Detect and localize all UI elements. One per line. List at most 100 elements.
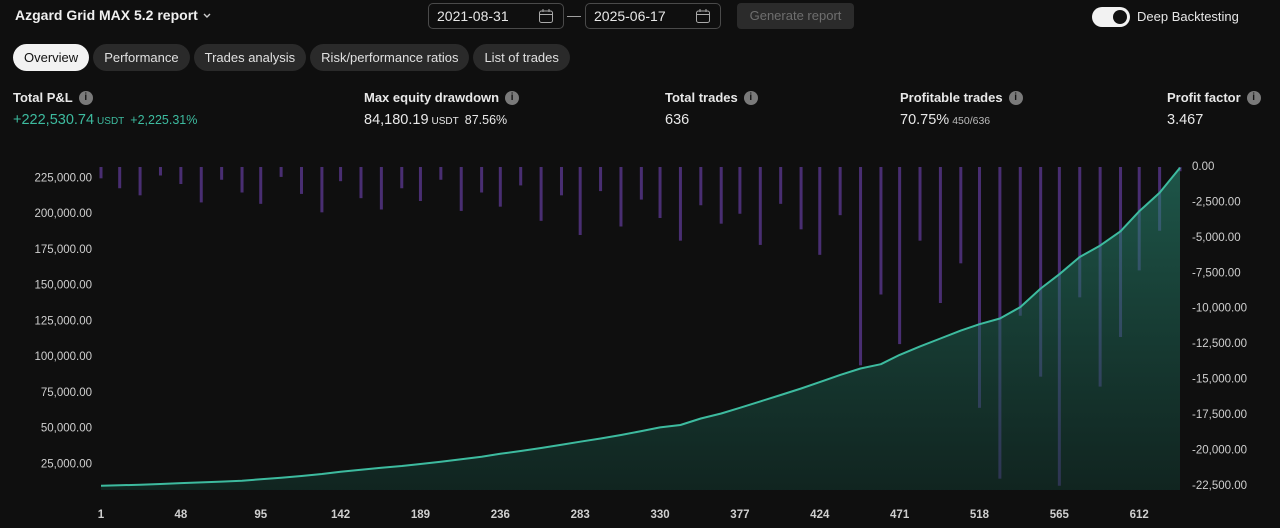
y2-tick-label: -7,500.00 [1192, 267, 1241, 279]
drawdown-bar [838, 167, 842, 216]
drawdown-bar [818, 167, 822, 255]
metric-label-text: Profit factor [1167, 90, 1241, 105]
y-tick-label: 50,000.00 [41, 423, 92, 435]
drawdown-bar [578, 167, 582, 235]
drawdown-bar [918, 167, 922, 241]
drawdown-bar [619, 167, 623, 227]
metric-value: 636 [665, 112, 690, 128]
toggle[interactable] [1092, 7, 1130, 27]
tab[interactable]: Overview [13, 44, 90, 71]
y2-tick-label: -15,000.00 [1192, 374, 1247, 386]
tab[interactable]: Trades analysis [193, 44, 307, 71]
x-tick-label: 471 [890, 509, 910, 521]
drawdown-bar [320, 167, 324, 213]
x-tick-label: 612 [1130, 509, 1149, 521]
metric-unit: USDT [431, 116, 459, 127]
y-tick-label: 150,000.00 [34, 280, 92, 292]
drawdown-bar [480, 167, 484, 193]
y-tick-label: 225,000.00 [34, 172, 92, 184]
drawdown-bar [938, 167, 942, 303]
y2-tick-label: -5,000.00 [1192, 232, 1241, 244]
metric-value: +222,530.74 [13, 112, 95, 128]
tab[interactable]: Risk/performance ratios [310, 44, 470, 71]
start-date-text: 2021-08-31 [437, 8, 509, 24]
equity-line [100, 167, 1181, 487]
drawdown-bar [1018, 167, 1022, 316]
metric-value-row: 84,180.19 USDT 87.56% [364, 112, 519, 128]
metric-label-text: Total P&L [13, 90, 73, 105]
metric: Max equity drawdown i 84,180.19 USDT 87.56% [364, 90, 520, 128]
calendar-icon [696, 9, 710, 23]
y2-tick-label: -2,500.00 [1192, 196, 1241, 208]
drawdown-bar [799, 167, 803, 230]
drawdown-bar [1078, 167, 1082, 298]
drawdown-bar [220, 167, 224, 180]
metric-label: Profit factor i [1167, 90, 1261, 105]
drawdown-bar [459, 167, 463, 211]
drawdown-bar [179, 167, 183, 184]
drawdown-bar [977, 167, 981, 408]
drawdown-bar [158, 167, 162, 176]
drawdown-bar [859, 167, 863, 366]
drawdown-bar [699, 167, 703, 206]
drawdown-bar [439, 167, 443, 180]
chevron [203, 13, 211, 18]
y-tick-label: 100,000.00 [34, 351, 92, 363]
metric-label: Max equity drawdown i [364, 90, 520, 105]
drawdown-bar [138, 167, 142, 196]
metric-extra: 87.56% [464, 113, 508, 127]
drawdown-bar [959, 167, 963, 264]
info-icon[interactable]: i [505, 90, 520, 105]
report-title[interactable]: Azgard Grid MAX 5.2 report [15, 7, 212, 23]
drawdown-bar [898, 167, 902, 345]
end-date-text: 2025-06-17 [594, 8, 666, 24]
generate-button[interactable]: Generate report [737, 3, 854, 29]
info-icon[interactable]: i [1246, 90, 1261, 105]
metric-value: 3.467 [1167, 112, 1204, 128]
start-date[interactable]: 2021-08-31 [428, 3, 564, 29]
x-tick-label: 48 [174, 509, 187, 521]
toggle-knob [1113, 10, 1127, 24]
drawdown-bar [658, 167, 662, 218]
x-tick-label: 1 [98, 509, 105, 521]
y-tick-label: 75,000.00 [41, 387, 92, 399]
metric-value-row: 3.467 [1167, 112, 1261, 128]
end-date[interactable]: 2025-06-17 [585, 3, 721, 29]
drawdown-bar [498, 167, 502, 207]
drawdown-bar [400, 167, 404, 189]
drawdown-bar [678, 167, 682, 241]
y2-tick-label: -17,500.00 [1192, 409, 1247, 421]
metric-value: 84,180.19 [364, 112, 429, 128]
x-tick-label: 95 [254, 509, 267, 521]
drawdown-bar [758, 167, 762, 245]
y2-tick-label: 0.00 [1192, 161, 1214, 173]
drawdown-bar [418, 167, 422, 201]
metric-extra: 450/636 [952, 115, 991, 127]
calendar-icon [539, 9, 553, 23]
tab[interactable]: Performance [93, 44, 190, 71]
x-tick-label: 518 [970, 509, 990, 521]
y-tick-label: 200,000.00 [34, 208, 92, 220]
metric: Total P&L i +222,530.74 USDT +2,225.31% [13, 90, 197, 128]
info-icon[interactable]: i [78, 90, 93, 105]
metric-extra: +2,225.31% [130, 113, 198, 127]
title-text: Azgard Grid MAX 5.2 report [15, 7, 198, 23]
info-icon[interactable]: i [743, 90, 758, 105]
x-tick-label: 189 [411, 509, 430, 521]
toggle-label: Deep Backtesting [1137, 9, 1239, 24]
drawdown-bar [259, 167, 263, 204]
metric-label-text: Profitable trades [900, 90, 1003, 105]
y-tick-label: 25,000.00 [41, 458, 92, 470]
metric-label: Total trades i [665, 90, 758, 105]
tab[interactable]: List of trades [473, 44, 570, 71]
info-icon[interactable]: i [1008, 90, 1023, 105]
metric-value-row: +222,530.74 USDT +2,225.31% [13, 112, 197, 128]
drawdown-bar [240, 167, 244, 193]
y-tick-label: 125,000.00 [34, 315, 92, 327]
metric-label: Profitable trades i [900, 90, 1023, 105]
metric-unit: USDT [97, 116, 125, 127]
metric-value-row: 70.75% 450/636 [900, 112, 1023, 128]
drawdown-bar [339, 167, 343, 182]
metric-label-text: Max equity drawdown [364, 90, 500, 105]
metric: Total trades i 636 [665, 90, 758, 128]
